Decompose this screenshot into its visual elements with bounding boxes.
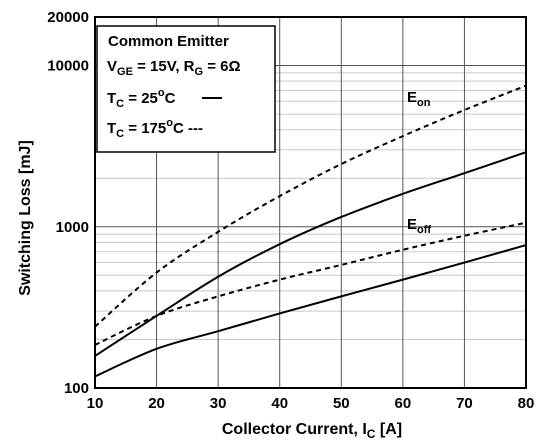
series-eoff-dashed-line (94, 221, 527, 346)
x-tick-label: 40 (271, 395, 288, 412)
x-tick-label: 10 (87, 395, 104, 412)
y-tick-label: 1000 (56, 219, 89, 236)
y-axis-label: Switching Loss [mJ] (17, 140, 34, 296)
legend-tc25: TC = 25oC (107, 87, 176, 110)
eoff-label: Eoff (407, 216, 431, 236)
x-tick-label: 20 (148, 395, 165, 412)
y-tick-label: 20000 (47, 9, 89, 26)
x-tick-label: 60 (395, 395, 412, 412)
series-eon-solid-line (94, 151, 527, 357)
legend-tc175: TC = 175oC --- (107, 117, 203, 140)
x-tick-label: 70 (456, 395, 473, 412)
legend-conditions: VGE = 15V, RG = 6Ω (107, 58, 241, 78)
x-tick-label: 30 (210, 395, 227, 412)
plot-frame (94, 16, 527, 389)
y-tick-label: 100 (64, 380, 89, 397)
y-tick-labels: 100 1000 10000 20000 (47, 9, 89, 397)
legend-title: Common Emitter (108, 33, 229, 50)
curves (94, 84, 527, 378)
series-eoff-solid-line (94, 244, 527, 378)
legend-box (96, 25, 276, 153)
x-tick-label: 80 (518, 395, 535, 412)
eon-label: Eon (407, 89, 431, 109)
y-tick-label: 10000 (47, 58, 89, 75)
x-tick-label: 50 (333, 395, 350, 412)
legend: Common Emitter VGE = 15V, RG = 6Ω TC = 2… (96, 25, 276, 153)
x-tick-labels: 10 20 30 40 50 60 70 80 (87, 395, 535, 412)
series-eon-dashed-line (94, 84, 527, 328)
x-axis-label: Collector Current, IC [A] (222, 421, 402, 441)
